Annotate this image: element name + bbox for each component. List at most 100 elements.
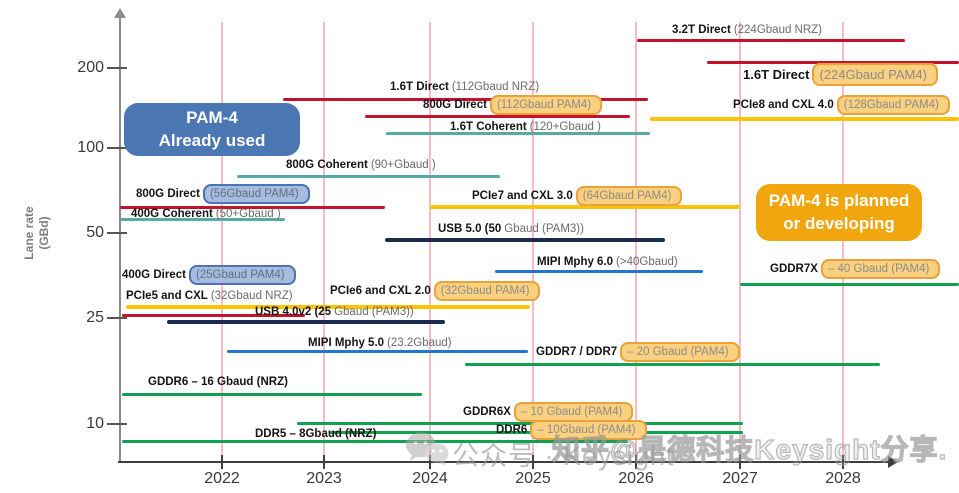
timeline-label-main-pcie5-and-cxl-32gbaud-nrz: PCIe5 and CXL: [126, 290, 208, 302]
callout-used-line2: Already used: [158, 130, 266, 150]
timeline-label-usb-4.0v2-25-gbaud-pam3: USB 4.0v2 (25 Gbaud (PAM3)): [255, 306, 414, 319]
timeline-label-1.6t-direct-112gbaud-nrz: 1.6T Direct (112Gbaud NRZ): [390, 81, 539, 94]
y-axis-line: [119, 16, 121, 462]
timeline-label-800g-coherent-90-gbaud: 800G Coherent (90+Gbaud ): [286, 159, 436, 172]
timeline-label-main-800g-coherent-90-gbaud: 800G Coherent: [286, 159, 368, 171]
timeline-label-gddr7-ddr7-20-gbaud-pam4: GDDR7 / DDR7– 20 Gbaud (PAM4): [536, 342, 740, 362]
x-tick-label-2022: 2022: [204, 470, 240, 487]
y-axis-title: Lane rate (GBd): [22, 168, 52, 298]
timeline-label-gddr6x-10-gbaud-pam4: GDDR6X – 10 Gbaud (PAM4): [463, 402, 634, 422]
timeline-label-spec-pcie5-and-cxl-32gbaud-nrz: (32Gbaud NRZ): [210, 290, 293, 302]
timeline-label-mipi-mphy-6.0-40gbaud: MIPI Mphy 6.0 (>40Gbaud): [537, 256, 678, 269]
timeline-label-1.6t-direct-224gbaud-pam4: 1.6T Direct (224Gbaud PAM4): [743, 63, 938, 86]
timeline-label-pcie7-and-cxl-3.0-64gbaud-pam4: PCIe7 and CXL 3.0 (64Gbaud PAM4): [472, 186, 683, 206]
timeline-label-spec-usb-4.0v2-25-gbaud-pam3: Gbaud (PAM3)): [334, 306, 414, 318]
timeline-bar-usb-4.0v2-25-gbaud-pam3: [167, 320, 445, 324]
timeline-label-main-800g-direct-112gbaud-pam4: 800G Direct: [423, 99, 487, 111]
x-tick-2023: [323, 455, 325, 469]
timeline-bar-1.6t-direct-224gbaud-pam4: [707, 61, 959, 64]
y-tick-25: [107, 317, 127, 319]
timeline-label-spec-1.6t-direct-112gbaud-nrz: (112Gbaud NRZ): [451, 81, 540, 93]
timeline-label-main-gddr7-ddr7-20-gbaud-pam4: GDDR7 / DDR7: [536, 346, 618, 358]
timeline-label-main-usb-4.0v2-25-gbaud-pam3: USB 4.0v2 (25: [255, 306, 332, 318]
timeline-label-main-pcie6-and-cxl-2.0-32gbaud-pam4: PCIe6 and CXL 2.0: [330, 285, 431, 297]
y-tick-label-50: 50: [86, 224, 104, 241]
timeline-bar-gddr7x-40-gbaud-pam4: [740, 283, 959, 286]
timeline-bar-800g-direct-112gbaud-pam4: [365, 115, 630, 118]
timeline-label-gddr6-16-gbaud-nrz: GDDR6 – 16 Gbaud (NRZ): [148, 376, 288, 389]
timeline-label-ddr5-8gbaud-nrz: DDR5 – 8Gbaud (NRZ): [255, 428, 376, 441]
y-tick-label-100: 100: [77, 139, 104, 156]
timeline-label-spec-pcie6-and-cxl-2.0-32gbaud-pam4: (32Gbaud PAM4): [433, 281, 541, 301]
timeline-label-pcie8-and-cxl-4.0-128gbaud-pam4: PCIe8 and CXL 4.0 (128Gbaud PAM4): [733, 95, 950, 115]
timeline-bar-mipi-mphy-5.0-23.2gbaud: [227, 350, 528, 353]
timeline-label-main-1.6t-coherent-120-gbaud: 1.6T Coherent: [450, 121, 527, 133]
x-tick-label-2026: 2026: [618, 470, 654, 487]
x-tick-2026: [635, 455, 637, 469]
timeline-label-spec-pcie7-and-cxl-3.0-64gbaud-pam4: (64Gbaud PAM4): [575, 186, 683, 206]
timeline-bar-3.2t-direct-224gbaud-nrz: [637, 39, 905, 42]
x-tick-label-2023: 2023: [306, 470, 342, 487]
timeline-bar-400g-coherent-50-gbaud: [120, 218, 285, 221]
timeline-label-800g-direct-112gbaud-pam4: 800G Direct (112Gbaud PAM4): [423, 95, 603, 115]
timeline-label-spec-mipi-mphy-5.0-23.2gbaud: (23.2Gbaud): [387, 337, 452, 349]
timeline-label-spec-1.6t-coherent-120-gbaud: (120+Gbaud ): [529, 121, 601, 133]
timeline-label-main-pcie7-and-cxl-3.0-64gbaud-pam4: PCIe7 and CXL 3.0: [472, 190, 573, 202]
pam4-planned-callout: PAM-4 is planned or developing: [756, 184, 922, 241]
timeline-label-main-1.6t-direct-224gbaud-pam4: 1.6T Direct: [743, 67, 810, 82]
timeline-bar-pcie8-and-cxl-4.0-128gbaud-pam4: [650, 117, 959, 121]
timeline-label-spec-gddr7x-40-gbaud-pam4: – 40 Gbaud (PAM4): [820, 259, 941, 279]
x-tick-label-2024: 2024: [412, 470, 448, 487]
timeline-label-main-800g-direct-56gbaud-pam4: 800G Direct: [136, 188, 200, 200]
timeline-bar-800g-coherent-90-gbaud: [237, 175, 500, 178]
timeline-label-spec-pcie8-and-cxl-4.0-128gbaud-pam4: (128Gbaud PAM4): [836, 95, 950, 115]
y-tick-50: [107, 232, 127, 234]
timeline-label-spec-400g-coherent-50-gbaud: (50+Gbaud ): [215, 208, 281, 220]
timeline-bar-pcie6-and-cxl-2.0-32gbaud-pam4: [300, 305, 530, 309]
x-tick-2028: [842, 455, 844, 469]
timeline-label-main-gddr6-16-gbaud-nrz: GDDR6 – 16 Gbaud (NRZ): [148, 376, 288, 388]
timeline-bar-usb-5.0-50-gbaud-pam3: [385, 238, 665, 242]
timeline-label-spec-gddr6x-10-gbaud-pam4: – 10 Gbaud (PAM4): [513, 402, 634, 422]
timeline-label-main-gddr6x-10-gbaud-pam4: GDDR6X: [463, 406, 511, 418]
timeline-label-3.2t-direct-224gbaud-nrz: 3.2T Direct (224Gbaud NRZ): [672, 24, 822, 37]
x-tick-label-2025: 2025: [515, 470, 551, 487]
timeline-bar-gddr6x-10-gbaud-pam4: [297, 422, 743, 425]
timeline-bar-1.6t-coherent-120-gbaud: [386, 132, 650, 135]
timeline-label-main-ddr6-10gbaud-pam4: DDR6: [496, 424, 528, 436]
pam4-already-used-callout: PAM-4 Already used: [124, 103, 300, 156]
timeline-bar-mipi-mphy-6.0-40gbaud: [495, 270, 703, 273]
timeline-bar-pcie7-and-cxl-3.0-64gbaud-pam4: [430, 205, 740, 209]
timeline-label-spec-usb-5.0-50-gbaud-pam3: Gbaud (PAM3)): [504, 223, 584, 235]
timeline-label-main-ddr5-8gbaud-nrz: DDR5 – 8Gbaud (NRZ): [255, 428, 377, 440]
callout-used-line1: PAM-4: [186, 107, 238, 127]
y-axis-title-line2: (GBd): [37, 216, 51, 250]
y-tick-label-10: 10: [86, 415, 104, 432]
callout-planned-line1: PAM-4 is planned: [768, 190, 910, 210]
timeline-label-pcie6-and-cxl-2.0-32gbaud-pam4: PCIe6 and CXL 2.0 (32Gbaud PAM4): [330, 281, 541, 301]
timeline-bar-800g-direct-56gbaud-pam4: [120, 206, 385, 209]
timeline-label-spec-ddr6-10gbaud-pam4: – 10Gbaud (PAM4): [530, 420, 647, 440]
timeline-label-usb-5.0-50-gbaud-pam3: USB 5.0 (50 Gbaud (PAM3)): [438, 223, 584, 236]
y-tick-label-200: 200: [77, 59, 104, 76]
timeline-label-400g-coherent-50-gbaud: 400G Coherent (50+Gbaud ): [131, 208, 281, 221]
timeline-label-spec-3.2t-direct-224gbaud-nrz: (224Gbaud NRZ): [733, 24, 823, 36]
timeline-label-main-pcie8-and-cxl-4.0-128gbaud-pam4: PCIe8 and CXL 4.0: [733, 99, 834, 111]
x-tick-label-2027: 2027: [722, 470, 758, 487]
timeline-label-main-mipi-mphy-5.0-23.2gbaud: MIPI Mphy 5.0: [308, 337, 385, 349]
x-axis-line: [118, 461, 890, 463]
x-tick-label-2028: 2028: [825, 470, 861, 487]
timeline-label-800g-direct-56gbaud-pam4: 800G Direct (56Gbaud PAM4): [136, 184, 310, 204]
timeline-label-spec-800g-coherent-90-gbaud: (90+Gbaud ): [370, 159, 436, 171]
y-tick-200: [107, 67, 127, 69]
year-gridline-2022: [221, 22, 223, 456]
y-tick-100: [107, 147, 127, 149]
timeline-bar-gddr7-ddr7-20-gbaud-pam4: [465, 363, 880, 366]
timeline-label-main-mipi-mphy-6.0-40gbaud: MIPI Mphy 6.0: [537, 256, 614, 268]
timeline-label-spec-400g-direct-25gbaud-pam4: (25Gbaud PAM4): [188, 265, 296, 285]
timeline-label-main-400g-direct-25gbaud-pam4: 400G Direct: [122, 269, 186, 281]
timeline-label-ddr6-10gbaud-pam4: DDR6– 10Gbaud (PAM4): [496, 420, 647, 440]
y-axis-arrow-icon: [114, 8, 126, 18]
y-tick-label-25: 25: [86, 309, 104, 326]
